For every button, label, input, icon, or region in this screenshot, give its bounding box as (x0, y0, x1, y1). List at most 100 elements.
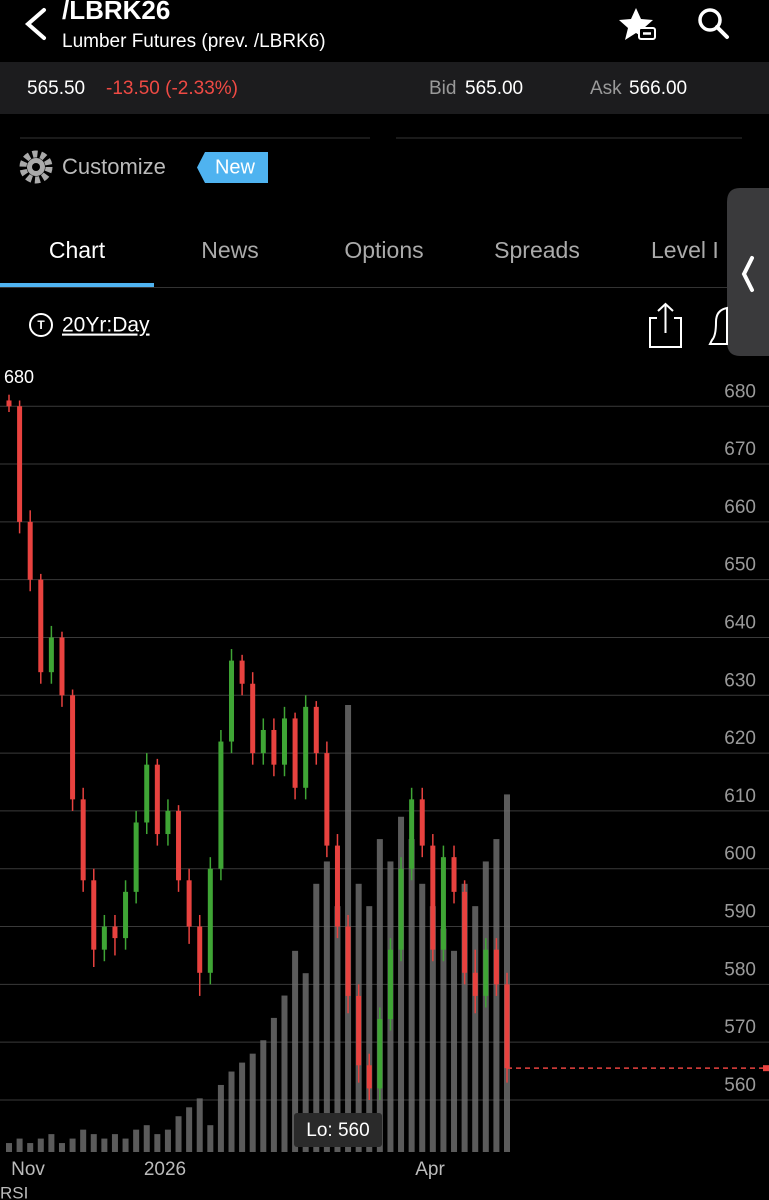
y-tick-label: 570 (724, 1017, 756, 1038)
volume-bar (143, 1125, 150, 1152)
y-tick-label: 580 (724, 959, 756, 980)
timeframe-selector[interactable]: 20Yr:Day (62, 314, 150, 337)
timeframe-icon-letter: T (37, 318, 45, 332)
side-handle[interactable] (727, 188, 769, 356)
y-tick-label: 680 (724, 381, 756, 402)
candle-body (80, 799, 86, 881)
volume-bar (154, 1134, 161, 1152)
y-tick-label: 560 (724, 1075, 756, 1096)
price-change: -13.50 (-2.33%) (106, 78, 238, 99)
new-badge-label: New (215, 156, 256, 178)
volume-bar (111, 1134, 118, 1152)
volume-bar (37, 1138, 44, 1152)
bid-value: 565.00 (465, 78, 523, 99)
x-tick-label: Nov (11, 1159, 45, 1180)
y-tick-label: 640 (724, 613, 756, 634)
back-button[interactable] (24, 8, 46, 40)
volume-bar (323, 861, 330, 1152)
candle-body (271, 729, 277, 765)
candle-body (387, 949, 393, 1020)
y-tick-label: 590 (724, 902, 756, 923)
volume-bar (69, 1138, 76, 1152)
candle-body (334, 845, 340, 927)
candle-body (345, 926, 351, 996)
volume-bar (461, 883, 468, 1152)
candle-body (229, 660, 235, 742)
volume-bar (376, 839, 383, 1152)
watchlist-button[interactable] (619, 8, 656, 40)
candle-body (366, 1065, 372, 1089)
volume-bar (366, 906, 373, 1152)
last-price: 565.50 (27, 78, 85, 99)
y-tick-label: 670 (724, 439, 756, 460)
candle-body (239, 660, 245, 684)
candle-body (462, 891, 468, 973)
volume-bar (270, 1017, 277, 1152)
candle-body (165, 810, 171, 835)
volume-bar (101, 1138, 108, 1152)
candle-body (207, 868, 213, 973)
volume-bar (122, 1138, 129, 1152)
volume-bar (186, 1107, 193, 1152)
candle-body (218, 741, 224, 869)
tab[interactable]: Spreads (494, 237, 580, 263)
volume-bar (260, 1040, 267, 1152)
volume-bar (419, 883, 426, 1152)
alert-button[interactable] (708, 306, 728, 345)
candle-body (472, 972, 478, 996)
volume-bar (334, 906, 341, 1152)
candle-body (504, 984, 510, 1069)
volume-bar (164, 1129, 171, 1152)
volume-bar (472, 906, 479, 1152)
candle-body (70, 695, 76, 800)
volume-bar (249, 1053, 256, 1152)
tab[interactable]: Level I (651, 237, 719, 263)
volume-bar (292, 950, 299, 1152)
candle-body (493, 949, 499, 985)
chart: 560 570 580 590 600 610 620 630 640 650 660 670 680 6… (0, 367, 769, 1180)
candle-body (451, 857, 457, 892)
candle-body (101, 926, 107, 950)
candle-body (27, 521, 33, 580)
candle-body (398, 868, 404, 950)
candle-body (356, 995, 362, 1066)
y-tick-label: 610 (724, 786, 756, 807)
candle-body (112, 926, 118, 939)
candle-body (6, 400, 12, 407)
candle-body (250, 683, 256, 754)
candle-body (483, 949, 489, 996)
volume-bar (440, 928, 447, 1152)
quote-bar (0, 62, 769, 114)
timeframe-icon (29, 313, 53, 337)
tab[interactable]: News (201, 237, 259, 263)
symbol-subtitle: Lumber Futures (prev. /LBRK6) (62, 31, 326, 52)
search-button[interactable] (698, 8, 729, 39)
candle-body (377, 1019, 383, 1089)
candle-body (409, 799, 415, 869)
volume-bar (16, 1138, 23, 1152)
volume-bar (27, 1143, 34, 1152)
volume-bar (398, 816, 405, 1152)
volume-bar (281, 995, 288, 1152)
volume-bar (217, 1084, 224, 1152)
volume-bar (90, 1134, 97, 1152)
volume-bar (58, 1143, 65, 1152)
candle-body (154, 764, 160, 835)
tab[interactable]: Options (344, 237, 423, 263)
candle-body (38, 579, 44, 673)
volume-bar (133, 1129, 140, 1152)
candle-body (260, 729, 266, 754)
ask-label: Ask (590, 78, 622, 99)
low-label: Lo: 560 (306, 1120, 369, 1141)
customize-button[interactable]: Customize (19, 150, 166, 184)
candle-body (17, 406, 23, 522)
candle-body (313, 706, 319, 754)
volume-bar (302, 973, 309, 1152)
candle-body (123, 891, 129, 939)
share-button[interactable] (649, 302, 682, 348)
side-handle-arrow (741, 256, 754, 292)
candle-body (59, 637, 65, 696)
tab[interactable]: Chart (49, 237, 106, 263)
